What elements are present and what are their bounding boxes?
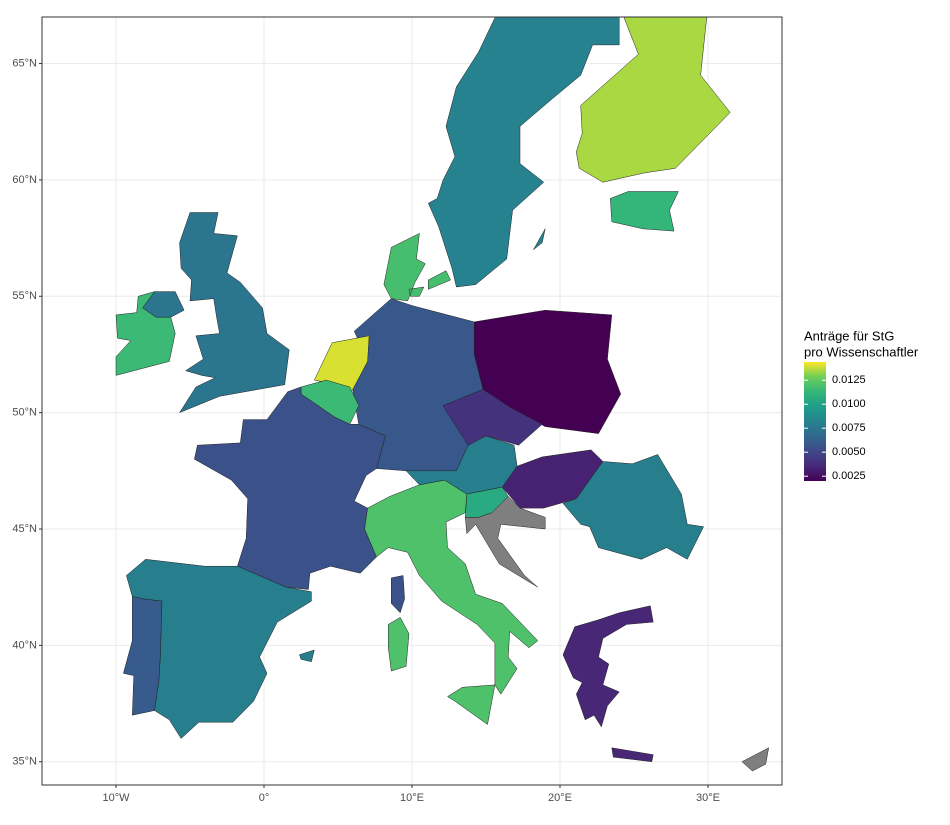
country bbox=[383, 232, 451, 302]
country bbox=[364, 479, 539, 725]
x-tick-label: 30°E bbox=[696, 792, 720, 804]
y-tick-label: 45°N bbox=[12, 523, 37, 535]
colorbar-label: 0.0025 bbox=[832, 470, 866, 482]
country bbox=[562, 605, 654, 762]
x-tick-label: 0° bbox=[259, 792, 270, 804]
legend-title: pro Wissenschaftler bbox=[804, 344, 919, 359]
colorbar-label: 0.0100 bbox=[832, 398, 866, 410]
colorbar-label: 0.0125 bbox=[832, 374, 866, 386]
legend: 0.0025 0.0050 0.0075 0.0100 0.0125 bbox=[804, 374, 866, 482]
country bbox=[427, 17, 620, 288]
y-tick-label: 50°N bbox=[12, 407, 37, 419]
country bbox=[123, 596, 163, 716]
country bbox=[126, 559, 315, 739]
countries bbox=[115, 17, 770, 772]
x-tick-label: 20°E bbox=[548, 792, 572, 804]
colorbar-label: 0.0075 bbox=[832, 422, 866, 434]
country bbox=[562, 454, 704, 560]
x-tick-label: 10°E bbox=[400, 792, 424, 804]
y-tick-label: 60°N bbox=[12, 174, 37, 186]
y-tick-label: 35°N bbox=[12, 756, 37, 768]
country bbox=[442, 389, 543, 446]
country bbox=[741, 747, 770, 772]
country bbox=[115, 291, 176, 376]
x-tick-label: 10°W bbox=[102, 792, 130, 804]
country bbox=[465, 496, 546, 588]
y-tick-label: 40°N bbox=[12, 639, 37, 651]
colorbar bbox=[804, 362, 826, 481]
country bbox=[194, 386, 405, 614]
colorbar-label: 0.0050 bbox=[832, 446, 866, 458]
country bbox=[610, 191, 679, 232]
legend-title: Anträge für StG bbox=[804, 328, 894, 343]
y-tick-label: 65°N bbox=[12, 57, 37, 69]
country bbox=[576, 17, 731, 183]
y-tick-label: 55°N bbox=[12, 290, 37, 302]
